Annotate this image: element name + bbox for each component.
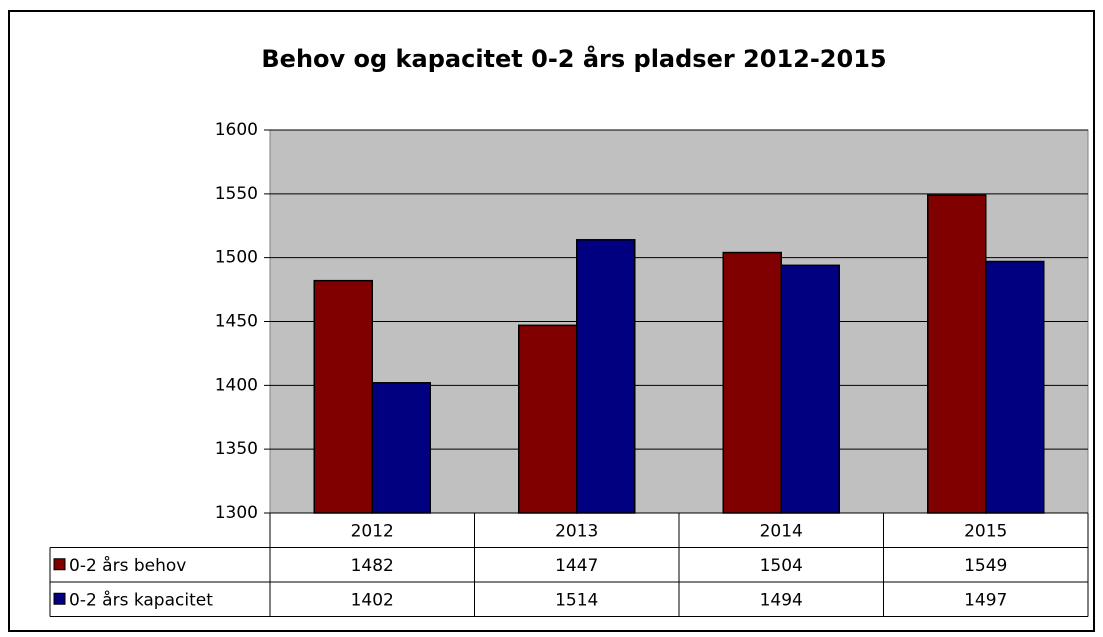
bar xyxy=(927,194,987,514)
x-tick-label: 2015 xyxy=(964,521,1007,541)
table-value: 1549 xyxy=(964,556,1007,576)
table-value: 1504 xyxy=(760,556,803,576)
y-tick-label: 1550 xyxy=(215,184,258,204)
bar xyxy=(780,264,840,514)
x-tick-label: 2014 xyxy=(760,521,803,541)
legend-label: 0-2 års kapacitet xyxy=(69,589,213,610)
x-tick-label: 2013 xyxy=(555,521,598,541)
y-tick-label: 1300 xyxy=(215,503,258,523)
table-value: 1514 xyxy=(555,590,598,610)
legend-label: 0-2 års behov xyxy=(69,555,186,576)
table-value: 1497 xyxy=(964,590,1007,610)
chart-title: Behov og kapacitet 0-2 års pladser 2012-… xyxy=(261,44,886,73)
table-value: 1494 xyxy=(760,590,803,610)
y-tick-label: 1400 xyxy=(215,375,258,395)
bar xyxy=(722,251,782,514)
x-tick-label: 2012 xyxy=(351,521,394,541)
legend-swatch xyxy=(53,592,66,605)
bar xyxy=(371,382,431,514)
bar xyxy=(518,324,578,514)
y-tick-label: 1450 xyxy=(215,312,258,332)
bar xyxy=(313,279,373,514)
table-value: 1402 xyxy=(351,590,394,610)
table-value: 1447 xyxy=(555,556,598,576)
y-tick-label: 1600 xyxy=(215,120,258,140)
y-tick-label: 1500 xyxy=(215,248,258,268)
y-tick-label: 1350 xyxy=(215,439,258,459)
bar xyxy=(576,239,636,514)
table-value: 1482 xyxy=(351,556,394,576)
bar xyxy=(985,260,1045,514)
legend-swatch xyxy=(53,558,66,571)
